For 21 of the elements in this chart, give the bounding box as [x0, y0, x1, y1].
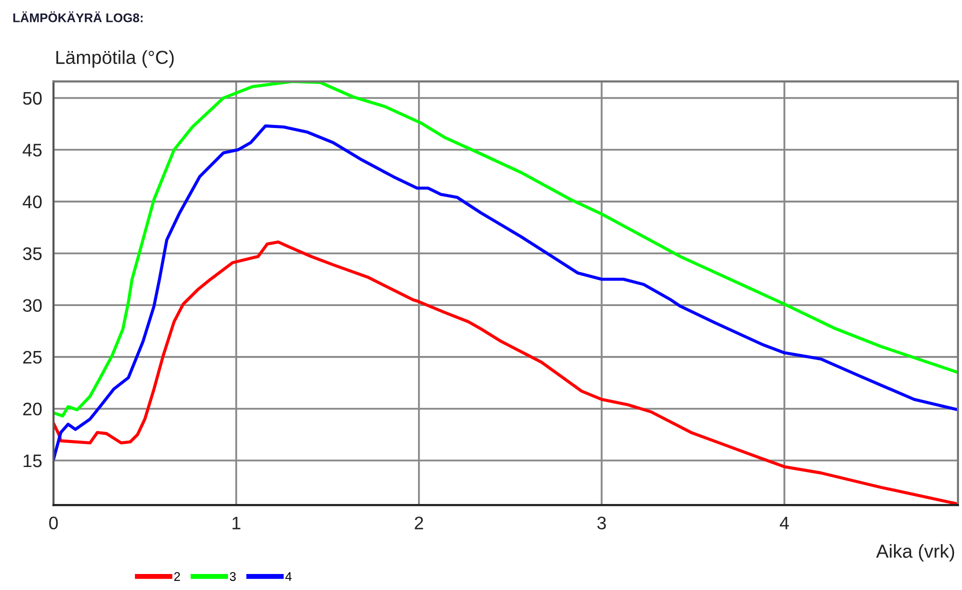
- y-tick-label: 45: [22, 144, 42, 156]
- x-axis-title: Aika (vrk): [876, 544, 954, 562]
- legend-label: 3: [230, 572, 236, 581]
- chart-title: LÄMPÖKÄYRÄ LOG8:: [13, 11, 143, 22]
- y-tick-label: 30: [22, 299, 42, 312]
- x-tick-label: 1: [232, 516, 240, 530]
- y-tick-label: 20: [23, 402, 42, 416]
- y-tick-label: 25: [23, 350, 42, 364]
- line-series: [53, 240, 958, 506]
- x-tick-label: 3: [597, 516, 606, 530]
- y-axis-title: Lämpötila (°C): [56, 50, 174, 68]
- y-tick-label: 50: [23, 92, 42, 105]
- line-series: [53, 124, 958, 461]
- x-tick-label: 2: [414, 516, 424, 530]
- legend-label: 2: [174, 572, 180, 581]
- y-tick-label: 35: [22, 247, 42, 260]
- legend-label: 4: [285, 572, 292, 581]
- x-tick-label: 0: [49, 516, 58, 530]
- y-tick-label: 15: [24, 454, 42, 468]
- x-tick-label: 4: [780, 516, 789, 530]
- y-tick-label: 40: [22, 196, 42, 208]
